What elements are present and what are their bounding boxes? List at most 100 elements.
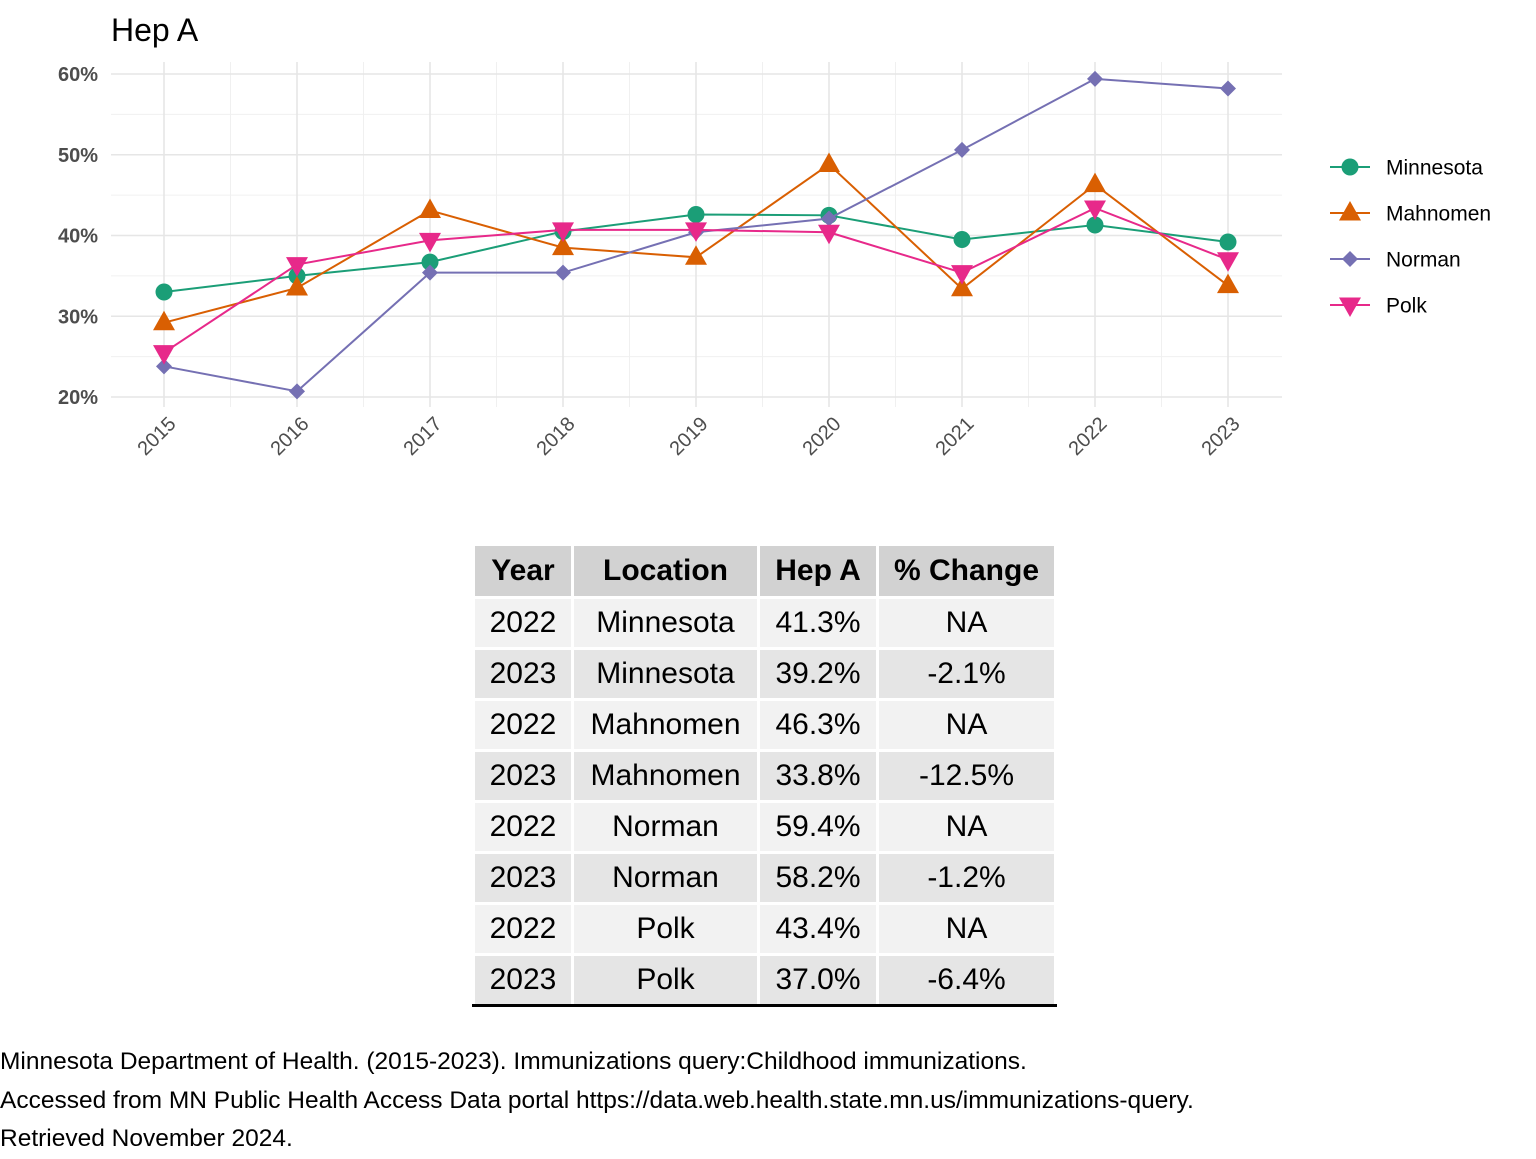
cell-percent-change: NA xyxy=(876,698,1057,752)
cell-location: Mahnomen xyxy=(571,749,760,803)
data-point xyxy=(1084,200,1106,221)
table-row: 2022 Norman 59.4% NA xyxy=(472,800,1057,854)
header-hep-a: Hep A xyxy=(757,543,879,599)
cell-hep-a: 37.0% xyxy=(757,953,879,1007)
x-tick-label: 2023 xyxy=(1198,413,1245,460)
series-polk xyxy=(153,200,1239,365)
cell-percent-change: NA xyxy=(876,596,1057,650)
table-row: 2023 Mahnomen 33.8% -12.5% xyxy=(472,749,1057,803)
data-point xyxy=(1342,251,1358,267)
x-tick-label: 2017 xyxy=(400,413,447,460)
cell-location: Norman xyxy=(571,851,760,905)
data-point xyxy=(1219,233,1237,251)
cell-percent-change: NA xyxy=(876,902,1057,956)
data-point xyxy=(156,358,172,375)
data-point xyxy=(421,253,439,271)
legend: Minnesota Mahnomen Norman Polk xyxy=(1330,157,1491,318)
data-point xyxy=(951,276,973,297)
cell-year: 2022 xyxy=(472,800,574,854)
table-row: 2022 Mahnomen 46.3% NA xyxy=(472,698,1057,752)
data-point xyxy=(1341,158,1359,176)
source-note: Minnesota Department of Health. (2015-20… xyxy=(0,1043,1194,1159)
y-tick-label: 40% xyxy=(58,226,98,248)
data-point xyxy=(286,275,308,296)
cell-percent-change: -1.2% xyxy=(876,851,1057,905)
table-row: 2022 Polk 43.4% NA xyxy=(472,902,1057,956)
cell-percent-change: -12.5% xyxy=(876,749,1057,803)
cell-hep-a: 58.2% xyxy=(757,851,879,905)
data-point xyxy=(555,264,571,281)
data-point xyxy=(286,257,308,277)
table-header-row: Year Location Hep A % Change xyxy=(472,543,1057,599)
cell-year: 2022 xyxy=(472,596,574,650)
cell-year: 2023 xyxy=(472,953,574,1007)
legend-item-norman: Norman xyxy=(1330,249,1461,272)
header-location: Location xyxy=(571,543,760,599)
chart-title: Hep A xyxy=(111,12,199,48)
cell-hep-a: 59.4% xyxy=(757,800,879,854)
y-tick-label: 60% xyxy=(58,64,98,86)
data-point xyxy=(1084,172,1106,193)
legend-item-mahnomen: Mahnomen xyxy=(1330,201,1491,226)
source-line: Minnesota Department of Health. (2015-20… xyxy=(0,1048,1027,1075)
data-point xyxy=(821,210,837,227)
data-point xyxy=(155,283,173,301)
cell-location: Mahnomen xyxy=(571,698,760,752)
legend-label: Polk xyxy=(1386,295,1427,318)
data-point xyxy=(1339,297,1361,317)
cell-location: Polk xyxy=(571,902,760,956)
y-axis: 20% 30% 40% 50% 60% xyxy=(58,64,98,409)
y-tick-label: 20% xyxy=(58,387,98,409)
data-point xyxy=(685,222,707,242)
source-line: Accessed from MN Public Health Access Da… xyxy=(0,1086,1194,1114)
x-tick-label: 2018 xyxy=(533,413,580,460)
data-point xyxy=(687,206,705,224)
data-point xyxy=(419,232,441,253)
y-tick-label: 50% xyxy=(58,145,98,167)
cell-year: 2023 xyxy=(472,749,574,803)
data-point xyxy=(422,264,438,281)
cell-hep-a: 41.3% xyxy=(757,596,879,650)
x-tick-label: 2020 xyxy=(799,413,846,460)
legend-label: Norman xyxy=(1386,249,1461,272)
data-point xyxy=(951,265,973,285)
line-chart: Hep A 20%30%40%50%60% 2015 2016 2017 2018 20… xyxy=(58,12,1491,460)
cell-location: Polk xyxy=(571,953,760,1007)
table-row: 2023 Minnesota 39.2% -2.1% xyxy=(472,647,1057,701)
cell-year: 2022 xyxy=(472,902,574,956)
data-point xyxy=(953,231,971,249)
cell-percent-change: NA xyxy=(876,800,1057,854)
legend-label: Mahnomen xyxy=(1386,203,1491,226)
x-axis: 2015 2016 2017 2018 2019 2020 2021 2022 2023 xyxy=(134,413,1245,460)
cell-hep-a: 46.3% xyxy=(757,698,879,752)
data-point xyxy=(1086,216,1104,234)
cell-location: Minnesota xyxy=(571,596,760,650)
cell-hep-a: 33.8% xyxy=(757,749,879,803)
table-row: 2023 Polk 37.0% -6.4% xyxy=(472,953,1057,1007)
series-mahnomen xyxy=(153,152,1239,331)
cell-hep-a: 39.2% xyxy=(757,647,879,701)
header-percent-change: % Change xyxy=(876,543,1057,599)
x-tick-label: 2019 xyxy=(666,413,713,460)
data-point xyxy=(1217,252,1239,272)
summary-table: Year Location Hep A % Change 2022 Minneso… xyxy=(472,543,1057,1007)
cell-percent-change: -2.1% xyxy=(876,647,1057,701)
table-row: 2023 Norman 58.2% -1.2% xyxy=(472,851,1057,905)
cell-year: 2023 xyxy=(472,647,574,701)
data-point xyxy=(685,245,707,265)
table-row: 2022 Minnesota 41.3% NA xyxy=(472,596,1057,650)
x-tick-label: 2022 xyxy=(1065,413,1112,460)
x-tick-label: 2015 xyxy=(134,413,181,460)
cell-year: 2022 xyxy=(472,698,574,752)
cell-year: 2023 xyxy=(472,851,574,905)
cell-hep-a: 43.4% xyxy=(757,902,879,956)
data-point xyxy=(818,224,840,245)
legend-item-minnesota: Minnesota xyxy=(1330,157,1483,180)
data-point xyxy=(1339,201,1361,221)
data-point xyxy=(153,345,175,365)
legend-label: Minnesota xyxy=(1386,157,1483,180)
data-point xyxy=(954,141,970,158)
data-point xyxy=(552,235,574,256)
data-point xyxy=(552,222,574,242)
data-point xyxy=(153,310,175,331)
